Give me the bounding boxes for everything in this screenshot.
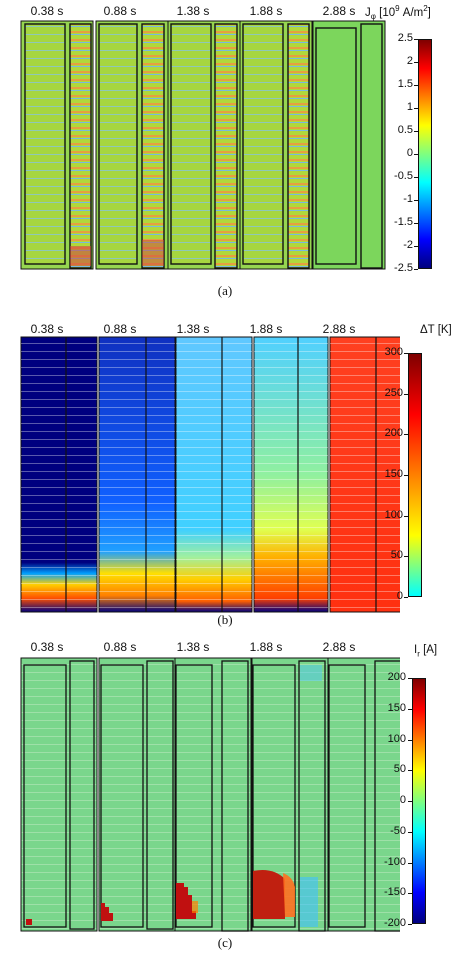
time-label: 1.88 s	[249, 640, 283, 654]
time-labels: 0.38 s 0.88 s 1.38 s 1.88 s 2.88 s	[0, 640, 400, 656]
colorbar-tick-label: -1	[403, 193, 413, 205]
colorbar-tick-mark	[404, 434, 408, 436]
colorbar-tick-mark	[414, 62, 418, 63]
time-label: 0.38 s	[30, 640, 64, 654]
colorbar-tick-label: 150	[384, 468, 403, 480]
colorbar-tick-mark	[408, 678, 412, 679]
colorbar-tick-label: -200	[383, 917, 406, 929]
colorbar-tick-mark	[408, 893, 412, 895]
time-label: 1.38 s	[176, 322, 210, 336]
colorbar-tick-label: 0	[399, 794, 406, 806]
colorbar-tick-mark	[408, 770, 412, 772]
time-label: 2.88 s	[322, 322, 356, 336]
colorbar-tick-mark	[408, 739, 412, 741]
colorbar-tick-mark	[408, 831, 412, 833]
colorbar-tick-mark	[408, 801, 412, 802]
colorbar-tick-mark	[408, 862, 412, 864]
panel-b: 0.38 s 0.88 s 1.38 s 1.88 s 2.88 s	[0, 318, 471, 638]
colorbar-tick-label: 150	[387, 701, 406, 714]
caption-b: (b)	[217, 612, 233, 627]
map-frame	[174, 657, 252, 932]
time-label: 0.38 s	[30, 322, 64, 336]
colorbar-tick-label: -0.5	[394, 170, 413, 182]
colorbar-tick-mark	[404, 597, 408, 598]
colorbar-tick-label: -100	[383, 855, 406, 868]
colorbar	[412, 678, 426, 924]
colorbar-tick-mark	[414, 154, 418, 155]
colorbar-tick-label: 0	[396, 590, 403, 602]
time-label: 0.88 s	[103, 322, 137, 336]
time-labels: 0.38 s 0.88 s 1.38 s 1.88 s 2.88 s	[0, 322, 400, 338]
colorbar-tick-label: 1.5	[397, 78, 413, 90]
time-label: 1.88 s	[249, 4, 283, 18]
colorbar-tick-mark	[404, 515, 408, 517]
colorbar-tick-mark	[414, 177, 418, 178]
colorbar-tick-mark	[404, 475, 408, 476]
map-frame	[20, 657, 98, 932]
colorbar-tick-label: 0	[406, 147, 413, 159]
colorbar-tick-mark	[414, 108, 418, 109]
time-label: 0.88 s	[103, 4, 137, 18]
colorbar-tick-mark	[414, 269, 418, 270]
colorbar-tick-label: 300	[384, 346, 403, 358]
colorbar-tick-label: -2.5	[394, 262, 413, 274]
colorbar-tick-label: 2	[406, 55, 413, 67]
colorbar-tick-label: -2	[403, 239, 413, 251]
colorbar-tick-label: 100	[384, 508, 403, 521]
colorbar-tick-mark	[408, 924, 412, 925]
colorbar-tick-mark	[414, 246, 418, 247]
map-frame	[327, 657, 400, 932]
time-label: 1.88 s	[249, 322, 283, 336]
current-density-maps	[20, 20, 386, 270]
colorbar-tick-label: 50	[393, 763, 406, 776]
time-labels: 0.38 s 0.88 s 1.38 s 1.88 s 2.88 s	[0, 4, 400, 20]
caption-a: (a)	[217, 283, 233, 298]
colorbar-tick-label: 200	[384, 427, 403, 440]
colorbar-tick-label: 50	[390, 549, 403, 562]
time-label: 0.88 s	[103, 640, 137, 654]
colorbar-tick-label: -50	[390, 824, 406, 837]
map-frame	[98, 657, 176, 932]
colorbar-tick-mark	[414, 223, 418, 224]
colorbar-tick-label: -1.5	[394, 216, 413, 228]
time-label: 2.88 s	[322, 640, 356, 654]
colorbar-tick-mark	[414, 85, 418, 86]
colorbar-tick-mark	[408, 708, 412, 710]
colorbar-title: Jφ [109 A/m2]	[365, 4, 431, 22]
colorbar-tick-mark	[414, 131, 418, 132]
colorbar-tick-mark	[414, 39, 418, 40]
time-label: 1.38 s	[176, 4, 210, 18]
panel-c: 0.38 s 0.88 s 1.38 s 1.88 s 2.88 s	[0, 636, 471, 957]
colorbar-tick-label: 100	[387, 732, 406, 745]
colorbar-tick-mark	[404, 393, 408, 395]
time-label: 1.38 s	[176, 640, 210, 654]
map-frame	[312, 20, 386, 270]
colorbar-tick-label: 2.5	[397, 32, 413, 44]
panel-a: 0.38 s 0.88 s 1.38 s 1.88 s 2.88 s	[0, 0, 471, 310]
colorbar	[418, 39, 432, 269]
colorbar-tick-mark	[404, 556, 408, 558]
colorbar-tick-label: -150	[383, 886, 406, 899]
colorbar-tick-mark	[404, 353, 408, 354]
colorbar-tick-label: 200	[387, 671, 406, 683]
colorbar-tick-label: 1	[406, 101, 413, 113]
caption-c: (c)	[217, 935, 233, 950]
colorbar-tick-mark	[414, 200, 418, 201]
temperature-maps	[20, 336, 400, 613]
colorbar	[408, 353, 422, 597]
time-label: 0.38 s	[30, 4, 64, 18]
colorbar-tick-label: 250	[384, 386, 403, 399]
colorbar-tick-label: 0.5	[397, 124, 413, 136]
colorbar-title: Ir [A]	[414, 644, 438, 659]
time-label: 2.88 s	[322, 4, 356, 18]
radial-current-maps	[20, 657, 400, 932]
colorbar-title: ΔT [K]	[420, 324, 452, 336]
